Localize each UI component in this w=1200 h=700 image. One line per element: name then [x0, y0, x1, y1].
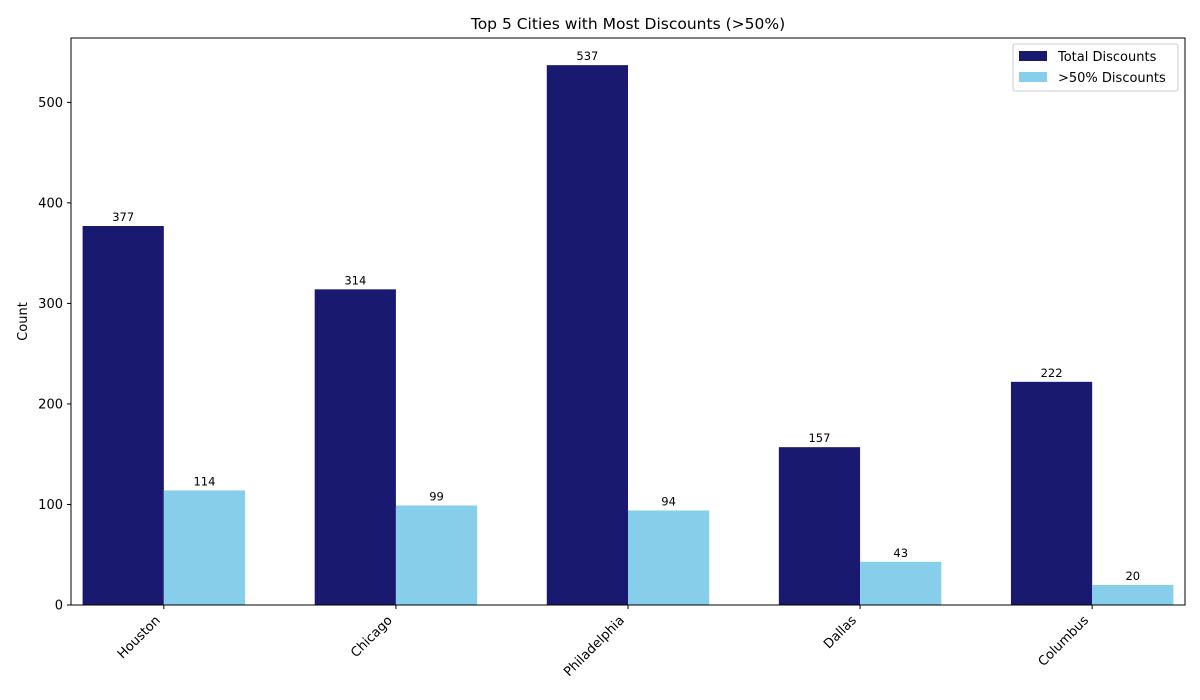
legend: Total Discounts >50% Discounts	[1012, 43, 1179, 92]
bar-total-columbus	[1010, 381, 1093, 605]
legend-label: >50% Discounts	[1058, 71, 1166, 86]
legend-swatch	[1019, 51, 1047, 61]
y-axis-label: Count	[16, 302, 31, 341]
legend-swatch	[1019, 72, 1047, 82]
x-tick-label-houston: Houston	[115, 613, 164, 662]
plot-frame	[70, 37, 1186, 606]
bar-over50-philadelphia	[628, 510, 710, 605]
data-label: 537	[576, 49, 598, 63]
x-tick-label-philadelphia: Philadelphia	[561, 613, 628, 680]
y-tick-label: 400	[38, 196, 63, 211]
bar-over50-columbus	[1092, 584, 1174, 605]
bar-total-chicago	[314, 289, 396, 605]
data-label: 222	[1041, 366, 1063, 380]
x-tick-label-columbus: Columbus	[1036, 613, 1093, 670]
data-label: 20	[1125, 569, 1140, 583]
data-label: 94	[661, 495, 676, 509]
y-tick-label: 300	[38, 297, 63, 312]
x-axis: Houston Chicago Philadelphia Dallas Columbus	[115, 605, 1093, 680]
legend-box	[1012, 43, 1179, 92]
bar-over50-houston	[163, 490, 246, 605]
y-tick-label: 200	[38, 397, 63, 412]
x-tick-label-dallas: Dallas	[821, 613, 860, 652]
bar-over50-chicago	[395, 505, 478, 605]
data-label: 43	[893, 546, 908, 560]
chart-title: Top 5 Cities with Most Discounts (>50%)	[470, 15, 785, 33]
bar-total-philadelphia	[546, 65, 628, 605]
y-tick-label: 500	[38, 96, 63, 111]
bars-group	[82, 65, 1174, 605]
data-label: 377	[112, 210, 134, 224]
data-label: 99	[429, 489, 444, 503]
bar-total-dallas	[778, 447, 861, 605]
y-axis: 0 100 200 300 400 500	[38, 96, 71, 614]
data-labels-group: 377 114 314 99 537 94 157 43 222 20	[112, 49, 1140, 583]
bar-total-houston	[82, 225, 164, 605]
data-label: 157	[808, 431, 830, 445]
bar-over50-dallas	[860, 561, 942, 605]
legend-label: Total Discounts	[1057, 50, 1157, 65]
data-label: 314	[344, 273, 366, 287]
y-tick-label: 0	[55, 599, 63, 614]
data-label: 114	[193, 474, 215, 488]
y-tick-label: 100	[38, 498, 63, 513]
x-tick-label-chicago: Chicago	[348, 613, 396, 661]
